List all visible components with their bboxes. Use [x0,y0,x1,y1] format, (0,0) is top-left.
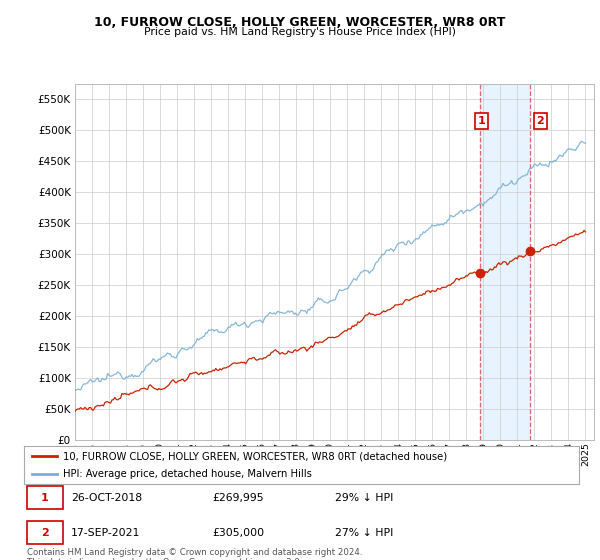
Text: 1: 1 [41,493,49,503]
Text: 10, FURROW CLOSE, HOLLY GREEN, WORCESTER, WR8 0RT: 10, FURROW CLOSE, HOLLY GREEN, WORCESTER… [94,16,506,29]
Bar [481,84,530,440]
Text: 1: 1 [478,116,485,126]
Text: 2: 2 [41,528,49,538]
FancyBboxPatch shape [27,521,63,544]
FancyBboxPatch shape [27,486,63,509]
Text: 26-OCT-2018: 26-OCT-2018 [71,493,142,503]
Text: £269,995: £269,995 [213,493,265,503]
Text: Price paid vs. HM Land Registry's House Price Index (HPI): Price paid vs. HM Land Registry's House … [144,27,456,37]
Text: 29% ↓ HPI: 29% ↓ HPI [335,493,393,503]
Text: 2: 2 [536,116,544,126]
Text: HPI: Average price, detached house, Malvern Hills: HPI: Average price, detached house, Malv… [63,469,312,479]
Text: Contains HM Land Registry data © Crown copyright and database right 2024.
This d: Contains HM Land Registry data © Crown c… [27,548,362,560]
Text: 27% ↓ HPI: 27% ↓ HPI [335,528,393,538]
Text: 10, FURROW CLOSE, HOLLY GREEN, WORCESTER, WR8 0RT (detached house): 10, FURROW CLOSE, HOLLY GREEN, WORCESTER… [63,451,447,461]
Text: 17-SEP-2021: 17-SEP-2021 [71,528,140,538]
Text: £305,000: £305,000 [213,528,265,538]
